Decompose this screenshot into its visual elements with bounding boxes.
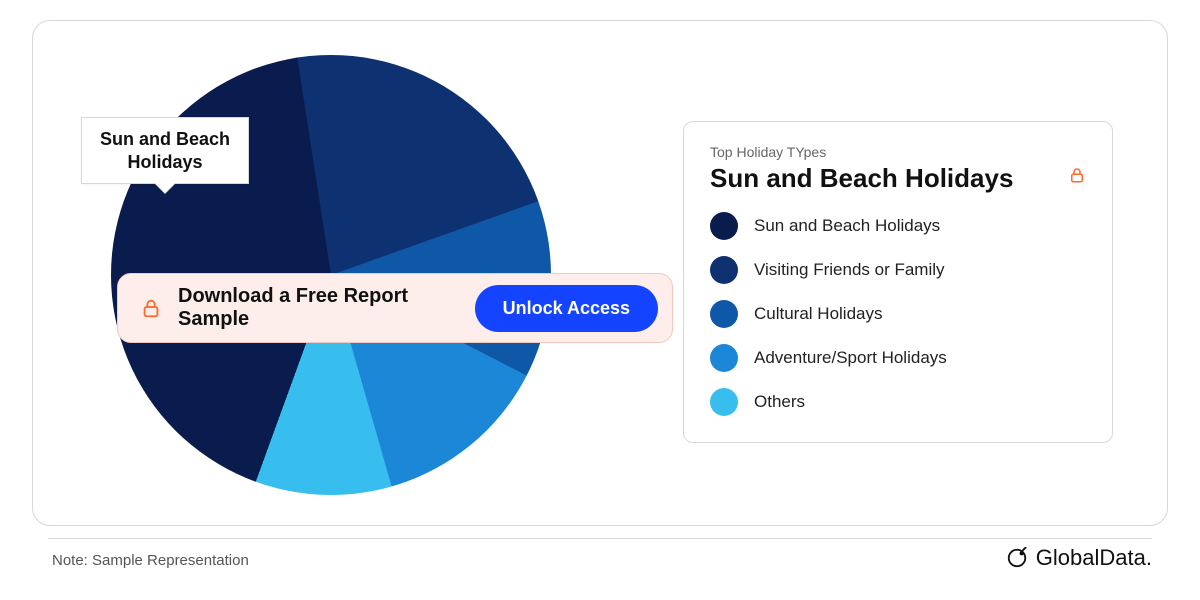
legend-label: Cultural Holidays (754, 304, 883, 324)
legend-swatch (710, 256, 738, 284)
chart-frame: Sun and BeachHolidays Download a Free Re… (32, 20, 1168, 526)
legend-label: Visiting Friends or Family (754, 260, 945, 280)
legend-label: Others (754, 392, 805, 412)
footer-rule (48, 538, 1152, 539)
legend-swatch (710, 388, 738, 416)
lock-icon (1068, 166, 1086, 184)
brand-name: GlobalData (1036, 545, 1146, 570)
legend-card: Top Holiday TYpes Sun and Beach Holidays… (683, 121, 1113, 443)
brand-text: GlobalData. (1036, 545, 1152, 571)
legend-title: Sun and Beach Holidays (710, 164, 1013, 194)
legend-title-row: Sun and Beach Holidays (710, 164, 1086, 194)
legend-label: Adventure/Sport Holidays (754, 348, 947, 368)
legend-kicker: Top Holiday TYpes (710, 144, 1086, 160)
legend-swatch (710, 212, 738, 240)
legend-item: Others (710, 388, 1086, 416)
legend-item: Visiting Friends or Family (710, 256, 1086, 284)
lock-icon (140, 297, 162, 319)
legend-item: Sun and Beach Holidays (710, 212, 1086, 240)
legend-item: Adventure/Sport Holidays (710, 344, 1086, 372)
brand-dot: . (1146, 545, 1152, 570)
unlock-access-button[interactable]: Unlock Access (475, 285, 658, 332)
cta-bar: Download a Free Report Sample Unlock Acc… (117, 273, 673, 343)
legend-swatch (710, 300, 738, 328)
legend-item: Cultural Holidays (710, 300, 1086, 328)
globaldata-mark-icon (1006, 547, 1028, 569)
brand-logo: GlobalData. (1006, 545, 1152, 571)
legend-label: Sun and Beach Holidays (754, 216, 940, 236)
footer-note: Note: Sample Representation (52, 552, 249, 569)
cta-label: Download a Free Report Sample (178, 285, 459, 331)
legend-items: Sun and Beach Holidays Visiting Friends o… (710, 212, 1086, 416)
legend-swatch (710, 344, 738, 372)
pie-callout-label: Sun and BeachHolidays (81, 117, 249, 184)
